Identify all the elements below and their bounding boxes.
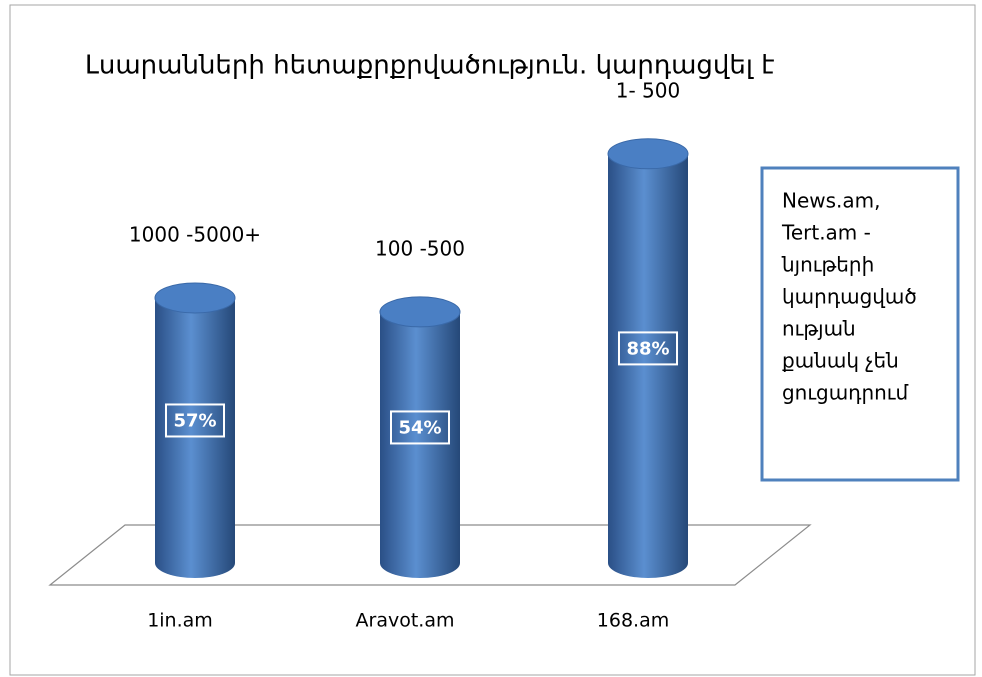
note-line: News.am, [782,189,881,213]
bar [155,297,235,578]
value-label: 54% [398,417,441,438]
note-box [760,166,960,482]
frame [9,4,976,676]
bar [380,311,460,578]
x-tick-label: 1in.am [147,610,213,632]
value-label-box [618,331,678,366]
value-label-box [390,410,450,445]
note-line: կարդացված [782,285,917,309]
chart-title: Լսարանների հետաքրքրվածություն. կարդացվել… [85,51,775,81]
x-tick-label: Aravot.am [356,610,455,632]
note-line: ության [782,317,856,341]
note-line: քանակ չեն [782,349,899,373]
bar-annotation: 100 -500 [375,236,465,260]
bar-top [607,138,689,170]
note-line: նյութերի [781,253,874,277]
bar-top [154,282,236,314]
bar-annotation: 1- 500 [616,78,680,102]
bar-top [379,296,461,328]
note-line: ցուցադրում [782,381,908,405]
value-label-box [165,403,225,438]
bar [608,153,688,579]
x-tick-label: 168.am [597,610,669,632]
value-label: 57% [173,410,216,431]
bar-annotation: 1000 -5000+ [129,222,261,246]
value-label: 88% [626,338,669,359]
note-line: Tert.am - [781,221,871,245]
